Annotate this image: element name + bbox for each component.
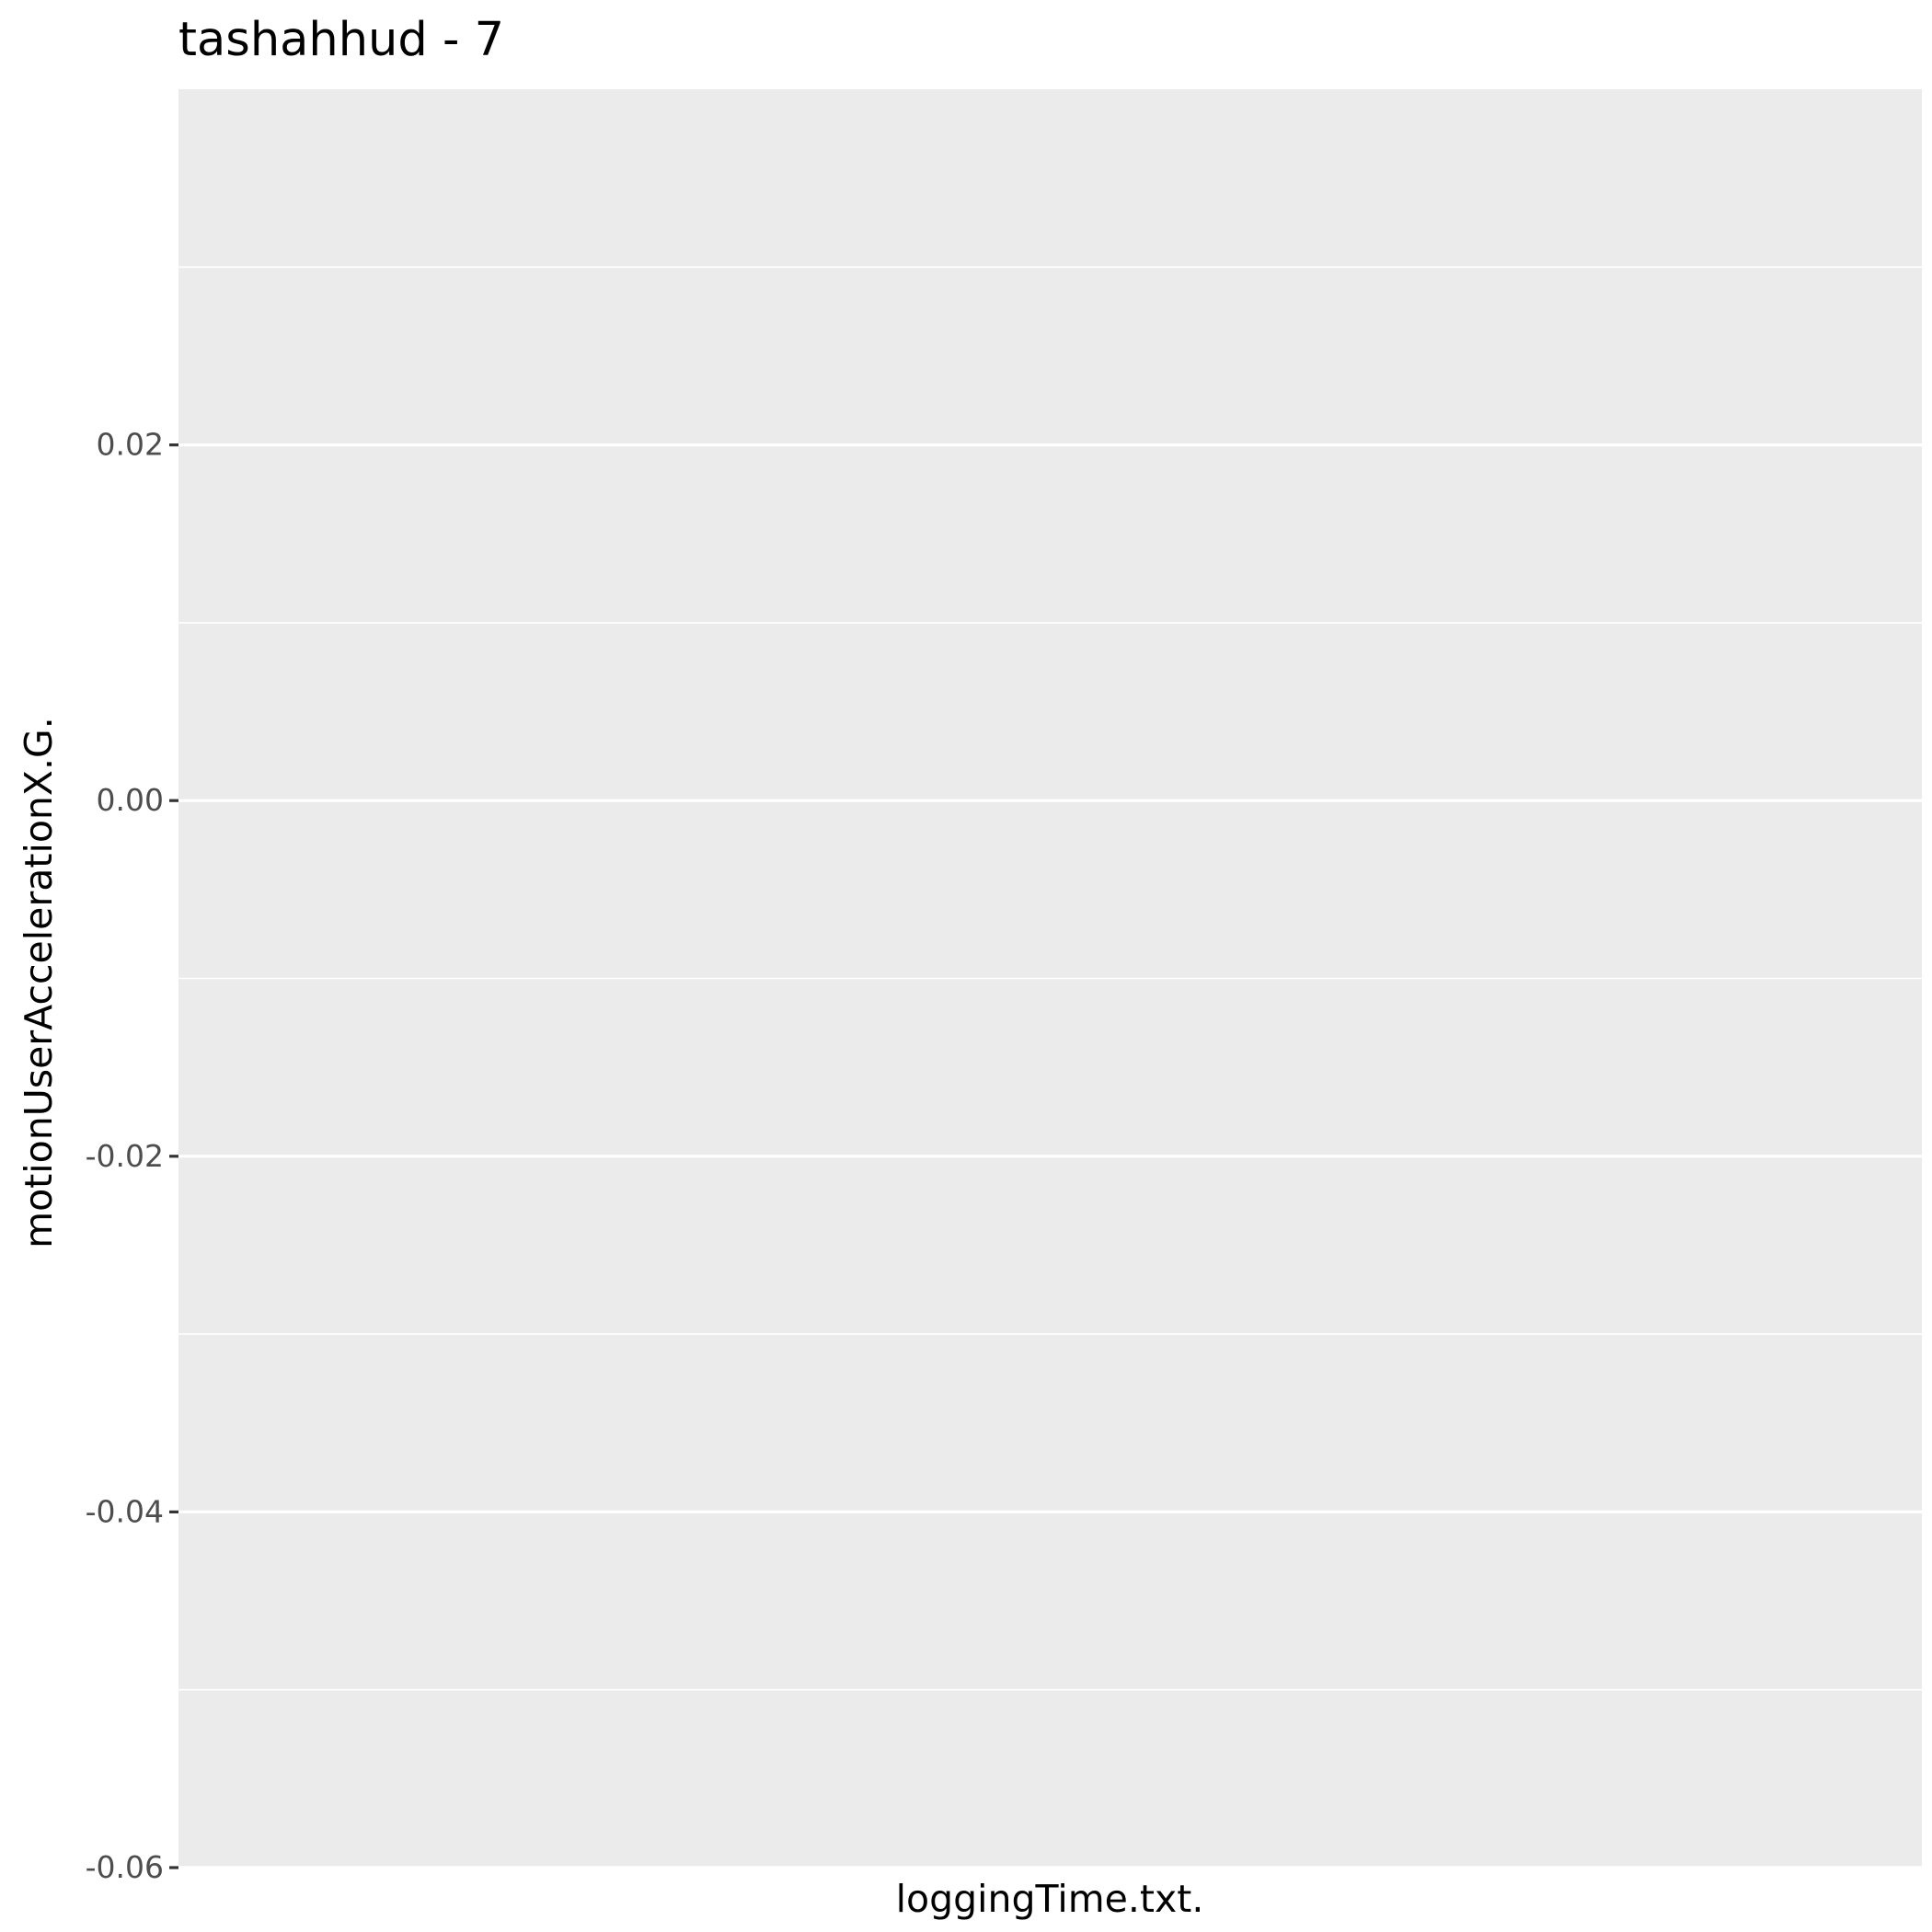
major-gridlines xyxy=(178,443,1922,1869)
y-tick-label: 0.00 xyxy=(97,782,164,818)
chart-title: tashahhud - 7 xyxy=(178,13,504,67)
minor-gridlines xyxy=(178,266,1922,1691)
y-tick-label: -0.04 xyxy=(86,1493,164,1529)
y-tick-label: -0.02 xyxy=(86,1138,164,1174)
y-axis: 0.02 0.00 -0.02 -0.04 -0.06 xyxy=(86,427,178,1885)
y-tick-label: 0.02 xyxy=(97,427,164,463)
x-axis-title: loggingTime.txt. xyxy=(896,1877,1204,1921)
y-tick-label: -0.06 xyxy=(86,1849,164,1885)
y-axis-title: motionUserAccelerationX.G. xyxy=(17,717,61,1248)
